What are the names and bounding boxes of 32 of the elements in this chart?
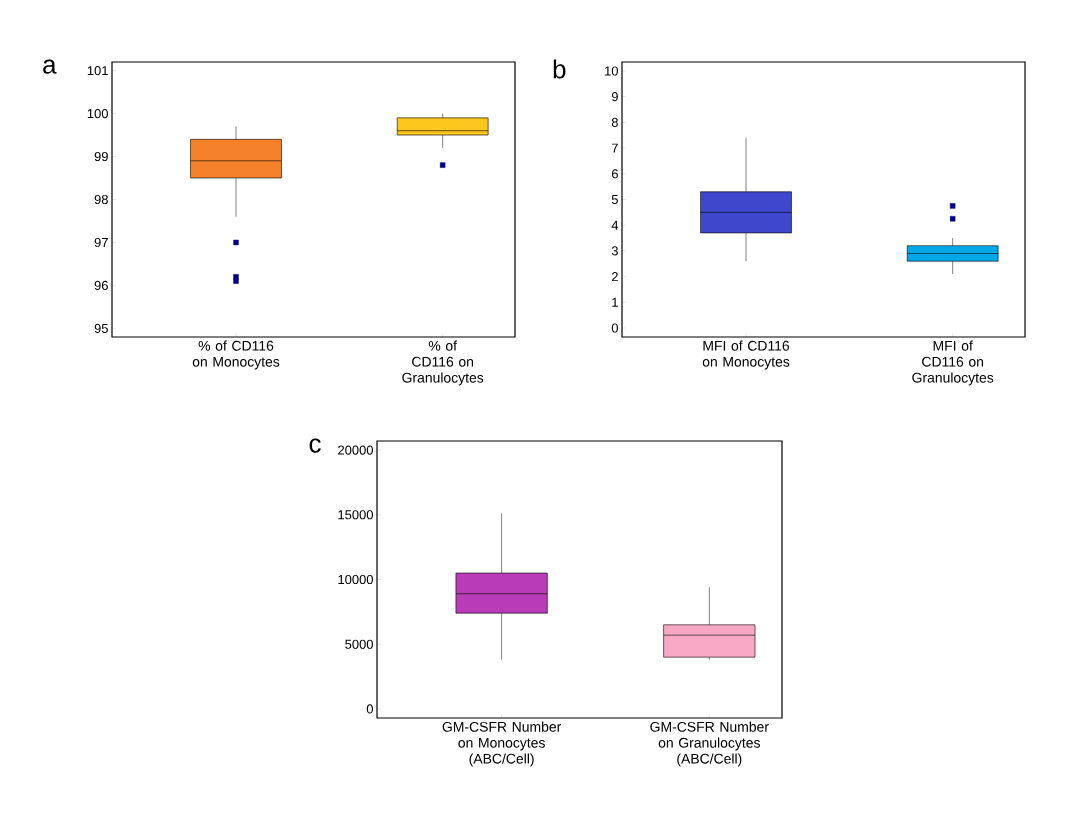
y-tick-label: 0	[611, 323, 618, 333]
chart-title: c	[309, 438, 321, 453]
y-tick-label: 0	[366, 704, 373, 714]
x-tick-label: GM-CSFR Number on Monocytes (ABC/Cell)	[442, 721, 562, 767]
y-tick-label: 6	[611, 169, 618, 179]
y-tick-label: 95	[94, 323, 108, 333]
y-tick-label: 101	[87, 66, 108, 76]
chart-title: a	[43, 59, 57, 74]
y-tick-label: 20000	[338, 445, 373, 455]
y-tick-label: 8	[611, 117, 618, 127]
x-tick-label: % of CD116 on Granulocytes	[402, 340, 484, 386]
x-tick-label: % of CD116 on Monocytes	[192, 340, 280, 370]
y-tick-label: 10	[605, 66, 618, 76]
y-tick-label: 5	[611, 194, 618, 205]
y-tick-label: 99	[94, 151, 108, 162]
x-tick-label: MFI of CD116 on Monocytes	[702, 340, 790, 370]
x-tick-label: MFI of CD116 on Granulocytes	[912, 340, 994, 386]
y-tick-label: 97	[94, 237, 108, 248]
y-tick-label: 96	[94, 280, 108, 291]
y-tick-label: 5000	[345, 639, 373, 649]
y-tick-label: 98	[94, 194, 108, 205]
y-tick-label: 10000	[338, 574, 373, 585]
y-tick-label: 100	[87, 108, 108, 119]
y-tick-label: 1	[612, 297, 618, 307]
y-tick-label: 3	[611, 246, 618, 256]
y-tick-label: 7	[611, 143, 618, 153]
chart-title: b	[553, 59, 566, 79]
y-tick-label: 9	[611, 92, 618, 102]
y-tick-label: 2	[611, 272, 618, 282]
y-tick-label: 15000	[338, 510, 373, 520]
x-tick-label: GM-CSFR Number on Granulocytes (ABC/Cell)	[650, 721, 769, 767]
y-tick-label: 4	[611, 220, 619, 230]
